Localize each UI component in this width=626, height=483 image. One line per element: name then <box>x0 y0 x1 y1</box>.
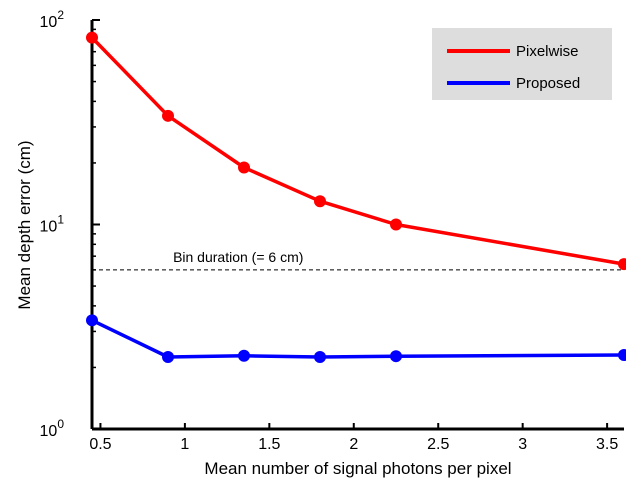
proposed-point <box>86 314 98 327</box>
legend: Pixelwise Proposed <box>432 28 612 100</box>
legend-label: Proposed <box>516 75 580 92</box>
axes: 0.5 1 1.5 2 2.5 3 3.5 100 101 102 <box>40 8 624 453</box>
pixelwise-point <box>390 218 402 231</box>
pixelwise-point <box>238 161 250 174</box>
bin-duration-label: Bin duration (= 6 cm) <box>173 249 303 265</box>
legend-label: Pixelwise <box>516 43 579 60</box>
proposed-line <box>91 318 625 359</box>
y-axis-label: Mean depth error (cm) <box>15 140 34 309</box>
pixelwise-line <box>90 36 625 266</box>
y-tick-label: 102 <box>40 8 65 31</box>
x-tick-label: 1 <box>180 436 189 453</box>
y-tick-label: 101 <box>40 213 65 236</box>
legend-box <box>432 28 612 100</box>
x-tick-label: 3.5 <box>596 436 618 453</box>
series-group <box>86 31 626 363</box>
proposed-point <box>390 350 402 363</box>
x-tick-label: 2 <box>349 436 358 453</box>
pixelwise-point <box>314 195 326 208</box>
x-tick-label: 0.5 <box>89 436 111 453</box>
proposed-point <box>618 349 626 362</box>
pixelwise-point <box>162 109 174 122</box>
reference-line-group: Bin duration (= 6 cm) <box>92 249 624 271</box>
proposed-point <box>162 350 174 363</box>
x-axis-label: Mean number of signal photons per pixel <box>204 459 511 478</box>
x-tick-label: 1.5 <box>258 436 280 453</box>
proposed-point <box>238 349 250 362</box>
pixelwise-point <box>86 31 98 44</box>
x-tick-label: 2.5 <box>427 436 449 453</box>
x-tick-label: 3 <box>518 436 527 453</box>
pixelwise-point <box>618 258 626 271</box>
proposed-point <box>314 350 326 363</box>
y-tick-label: 100 <box>40 417 65 440</box>
